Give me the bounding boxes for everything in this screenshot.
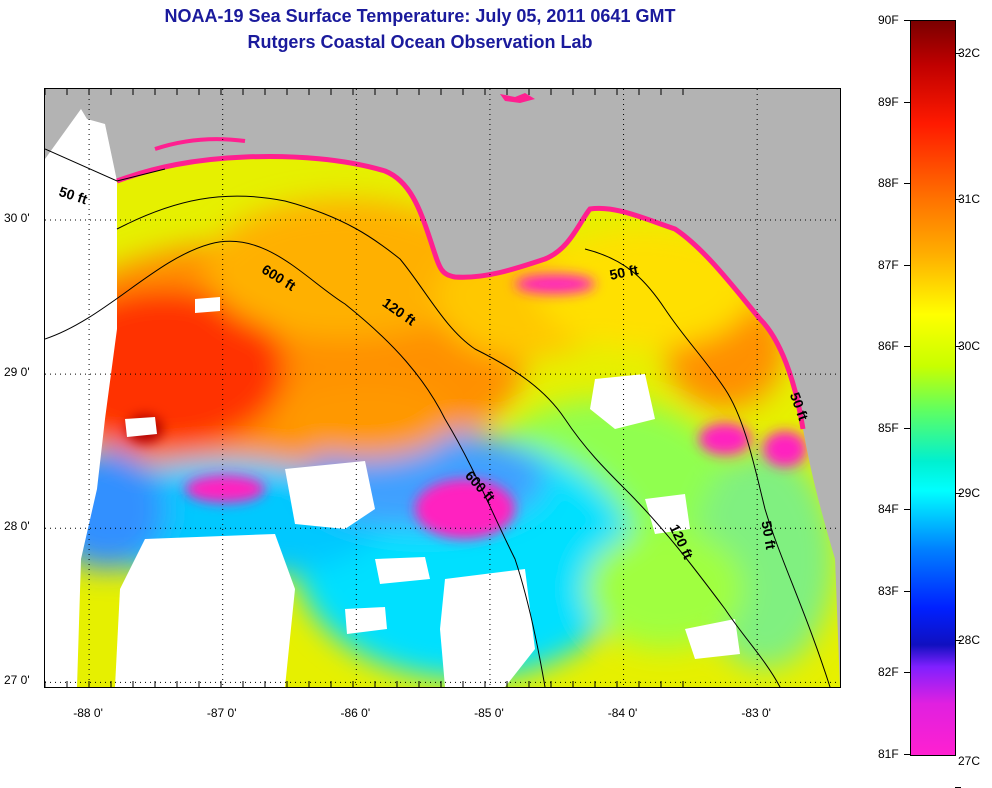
map-title: NOAA-19 Sea Surface Temperature: July 05… (164, 6, 676, 26)
colorbar-tick (904, 427, 910, 429)
colorbar-tick (904, 590, 910, 592)
colorbar-f-label: 84F (878, 502, 899, 517)
no-data-region (45, 109, 117, 687)
colorbar-tick (955, 786, 961, 788)
colorbar-c-label: 28C (958, 632, 981, 647)
y-tick-label: 27 0' (4, 673, 30, 688)
y-tick-label: 28 0' (4, 519, 30, 534)
x-tick-label: -86 0' (340, 706, 371, 720)
colorbar-tick (904, 509, 910, 511)
x-tick-label: -87 0' (206, 706, 237, 720)
colorbar-tick (904, 264, 910, 266)
contour-label: 50 ft (608, 261, 640, 283)
colorbar-tick (904, 672, 910, 674)
colorbar-c-label: 27C (958, 754, 981, 768)
colorbar-tick (955, 52, 961, 54)
inland-water (500, 93, 535, 103)
colorbar-tick (904, 754, 910, 755)
colorbar-tick (904, 101, 910, 103)
map-subtitle: Rutgers Coastal Ocean Observation Lab (247, 32, 593, 52)
colorbar-tick (904, 346, 910, 348)
colorbar-f-label: 88F (878, 176, 899, 191)
colorbar-c-label: 30C (958, 339, 981, 354)
colorbar-tick (904, 183, 910, 185)
colorbar-c-label: 31C (958, 192, 981, 207)
colorbar-tick (955, 493, 961, 495)
colorbar-tick (904, 20, 910, 21)
colorbar-c-label: 29C (958, 486, 981, 501)
contour-label: 50 ft (758, 520, 779, 551)
colorbar-f-label: 87F (878, 257, 899, 272)
y-tick-label: 30 0' (4, 211, 30, 225)
colorbar-tick (955, 639, 961, 641)
colorbar-f-label: 86F (878, 339, 899, 354)
sst-field (77, 156, 840, 687)
colorbar-tick (955, 199, 961, 201)
sst-map: 50 ft 600 ft 120 ft 50 ft 600 ft 120 ft 50 ft 5… (44, 88, 841, 688)
x-tick-label: -83 0' (741, 706, 771, 720)
x-tick-label: -88 0' (73, 706, 103, 720)
colorbar-f-label: 90F (878, 13, 899, 27)
temperature-colorbar (910, 20, 956, 756)
colorbar-f-label: 85F (878, 420, 899, 435)
coastline (116, 154, 806, 430)
x-tick-label: -84 0' (607, 706, 638, 720)
cloud-mask (115, 297, 740, 687)
depth-contours (45, 148, 831, 687)
colorbar-f-label: 83F (878, 583, 899, 598)
colorbar-tick (955, 346, 961, 348)
y-tick-label: 29 0' (4, 365, 30, 380)
colorbar-c-label: 32C (958, 45, 981, 60)
colorbar-f-label: 89F (878, 94, 899, 109)
x-tick-label: -85 0' (474, 706, 504, 720)
colorbar-f-label: 82F (878, 665, 899, 680)
colorbar-f-label: 81F (878, 747, 899, 761)
